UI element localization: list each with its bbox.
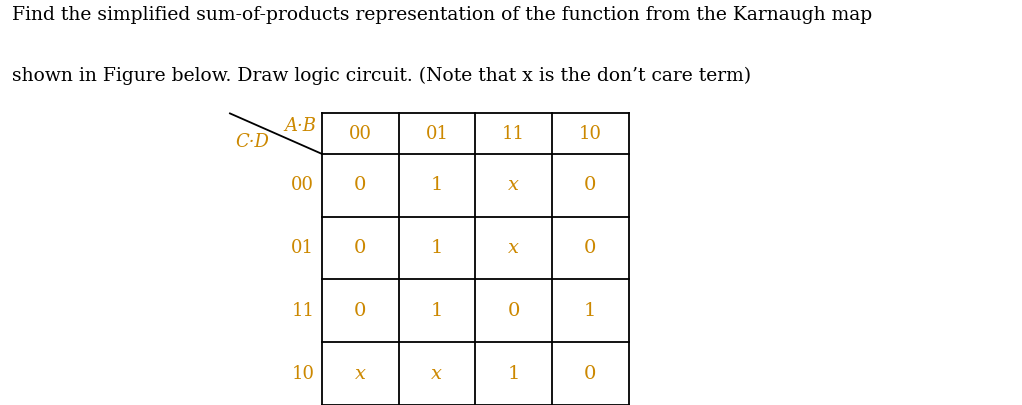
Text: x: x	[355, 364, 366, 383]
Text: 00: 00	[349, 125, 372, 143]
Text: C·D: C·D	[235, 133, 269, 151]
Text: 0: 0	[354, 239, 367, 257]
Text: 10: 10	[291, 364, 315, 383]
Text: 1: 1	[430, 176, 444, 194]
Text: x: x	[508, 176, 519, 194]
Text: 11: 11	[291, 302, 315, 320]
Text: 01: 01	[425, 125, 449, 143]
Text: 1: 1	[430, 239, 444, 257]
Text: Find the simplified sum-of-products representation of the function from the Karn: Find the simplified sum-of-products repr…	[12, 6, 873, 24]
Text: 0: 0	[584, 176, 597, 194]
Text: x: x	[508, 239, 519, 257]
Text: 0: 0	[584, 239, 597, 257]
Text: shown in Figure below. Draw logic circuit. (Note that x is the don’t care term): shown in Figure below. Draw logic circui…	[12, 67, 751, 85]
Text: 0: 0	[507, 302, 520, 320]
Text: 1: 1	[584, 302, 597, 320]
Text: x: x	[431, 364, 443, 383]
Text: 0: 0	[354, 302, 367, 320]
Text: 10: 10	[578, 125, 602, 143]
Text: 1: 1	[507, 364, 520, 383]
Text: 00: 00	[291, 176, 315, 194]
Text: 01: 01	[291, 239, 315, 257]
Text: A·B: A·B	[285, 117, 317, 134]
Text: 0: 0	[354, 176, 367, 194]
Text: 1: 1	[430, 302, 444, 320]
Text: 0: 0	[584, 364, 597, 383]
Text: 11: 11	[502, 125, 525, 143]
